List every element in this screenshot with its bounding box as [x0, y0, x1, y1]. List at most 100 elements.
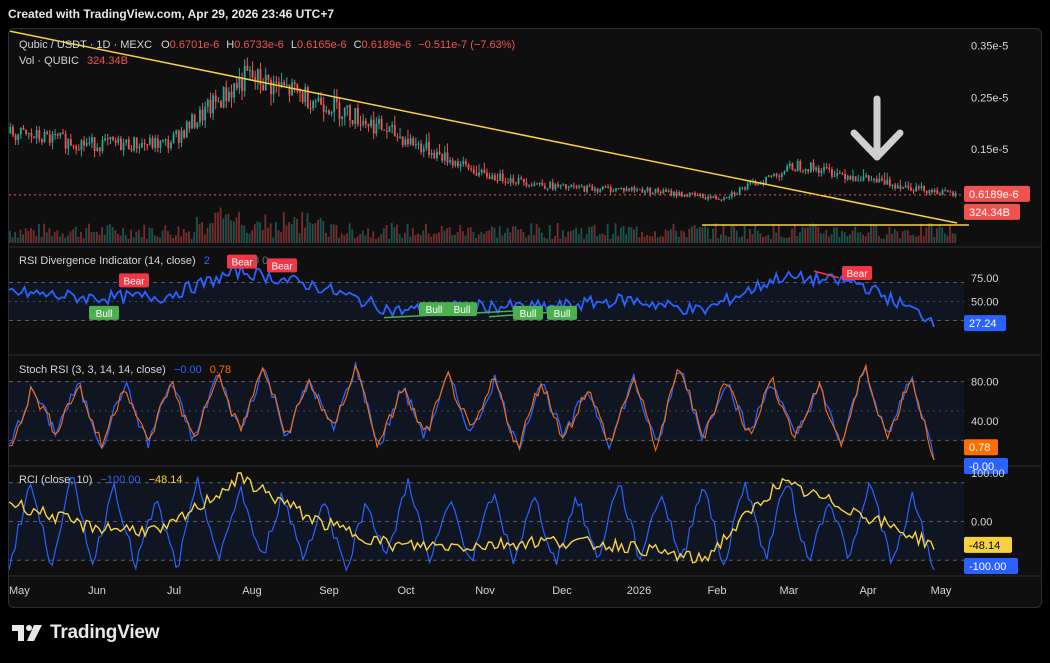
volume-bar [701, 227, 704, 243]
candle-body [167, 139, 170, 149]
candle-body [878, 178, 881, 183]
stoch-k-line [9, 362, 935, 461]
volume-row: Vol · QUBIC 324.34B [19, 53, 515, 69]
candle-body [870, 179, 873, 181]
candle-body [104, 138, 107, 141]
volume-bar [543, 237, 546, 243]
candle-body [325, 110, 328, 112]
candle-body [48, 134, 51, 143]
volume-bar [741, 236, 743, 243]
candle-body [451, 160, 454, 166]
stoch-pane-title[interactable]: Stoch RSI (3, 3, 14, 14, close) −0.00 0.… [19, 364, 231, 376]
rsi-pane-title[interactable]: RSI Divergence Indicator (14, close) 2 0… [19, 255, 268, 267]
candle-body [30, 132, 33, 137]
candle-body [562, 184, 565, 186]
volume-bar [862, 234, 865, 243]
rci-pane-title[interactable]: RCI (close, 10) −100.00 −48.14 [19, 474, 183, 486]
volume-bar [780, 236, 783, 243]
volume-bar [364, 235, 367, 243]
volume-bar [248, 233, 251, 243]
volume-bar [785, 237, 788, 243]
volume-bar [164, 225, 167, 243]
volume-bar [770, 238, 772, 243]
candle-body [865, 175, 868, 177]
volume-bar [727, 236, 730, 243]
volume-bar [180, 236, 183, 243]
descending-trendline [9, 30, 958, 224]
candle-body [301, 92, 304, 103]
chart-svg[interactable]: Bear Bull Bear Bear Bull Bull Bull Bull Bear May… [9, 29, 1041, 607]
candle-body [333, 97, 336, 113]
volume-bar [535, 223, 538, 243]
divergence-label-box [547, 305, 577, 320]
volume-bar [161, 230, 164, 243]
volume-bar [764, 236, 767, 243]
chart-container[interactable]: Bear Bull Bear Bear Bull Bull Bull Bull Bear May… [8, 28, 1042, 608]
volume-bar [522, 231, 525, 243]
volume-bar [625, 234, 628, 243]
candle-body [277, 82, 280, 87]
candle-body [828, 167, 831, 170]
volume-bar [440, 225, 443, 243]
volume-bar [230, 220, 233, 243]
volume-bar [669, 229, 672, 243]
candle-body [370, 119, 373, 127]
volume-bar [569, 231, 572, 243]
volume-bar [203, 234, 206, 243]
volume-bar [274, 221, 277, 243]
candle-body [749, 181, 752, 184]
candle-body [578, 186, 581, 188]
volume-bar [43, 223, 46, 243]
volume-bar [941, 227, 944, 243]
candle-body [907, 185, 910, 188]
volume-bar [132, 237, 135, 243]
volume-bar [425, 223, 427, 243]
candle-body [196, 122, 199, 128]
price-y-tick: 0.15e-5 [971, 144, 1008, 156]
volume-bar [124, 234, 127, 243]
volume-bar [443, 230, 446, 243]
candle-body [694, 192, 696, 195]
volume-bar [514, 226, 517, 243]
volume-bar [311, 224, 314, 243]
volume-bar [656, 237, 659, 243]
volume-bar [943, 233, 946, 243]
candle-body [335, 97, 338, 103]
volume-bar [459, 225, 462, 243]
volume-bar [322, 221, 325, 243]
candle-body [670, 190, 673, 196]
volume-bar [580, 228, 583, 243]
volume-label[interactable]: Vol · QUBIC [19, 55, 79, 67]
candle-body [746, 183, 749, 190]
volume-bar [488, 230, 491, 243]
rsi-band [9, 282, 964, 321]
volume-bar [22, 234, 25, 243]
candle-body [156, 138, 159, 148]
candle-body [683, 194, 686, 197]
volume-bar [280, 232, 283, 243]
volume-bar [325, 232, 327, 243]
volume-bar [219, 207, 222, 243]
candle-body [396, 136, 399, 138]
candle-body [775, 173, 778, 176]
candle-body [378, 118, 380, 124]
volume-bar [335, 225, 338, 243]
rci-slow-value: −48.14 [148, 474, 183, 486]
volume-bar [951, 233, 954, 243]
volume-bar [314, 223, 317, 243]
candle-body [565, 184, 567, 189]
volume-bar [743, 225, 746, 243]
volume-bar [762, 237, 764, 243]
tradingview-brand: TradingView [50, 622, 160, 643]
symbol-label[interactable]: Qubic / USDT · 1D · MEXC [19, 39, 153, 51]
volume-bar [619, 227, 622, 243]
rci-title-label: RCI (close, 10) [19, 474, 93, 486]
volume-bar [214, 212, 217, 243]
volume-bar [922, 236, 925, 243]
candle-body [238, 77, 241, 89]
volume-bar [430, 236, 433, 243]
volume-bar [135, 231, 138, 243]
candle-body [188, 121, 191, 129]
volume-bar [775, 232, 778, 243]
candle-body [19, 127, 22, 135]
